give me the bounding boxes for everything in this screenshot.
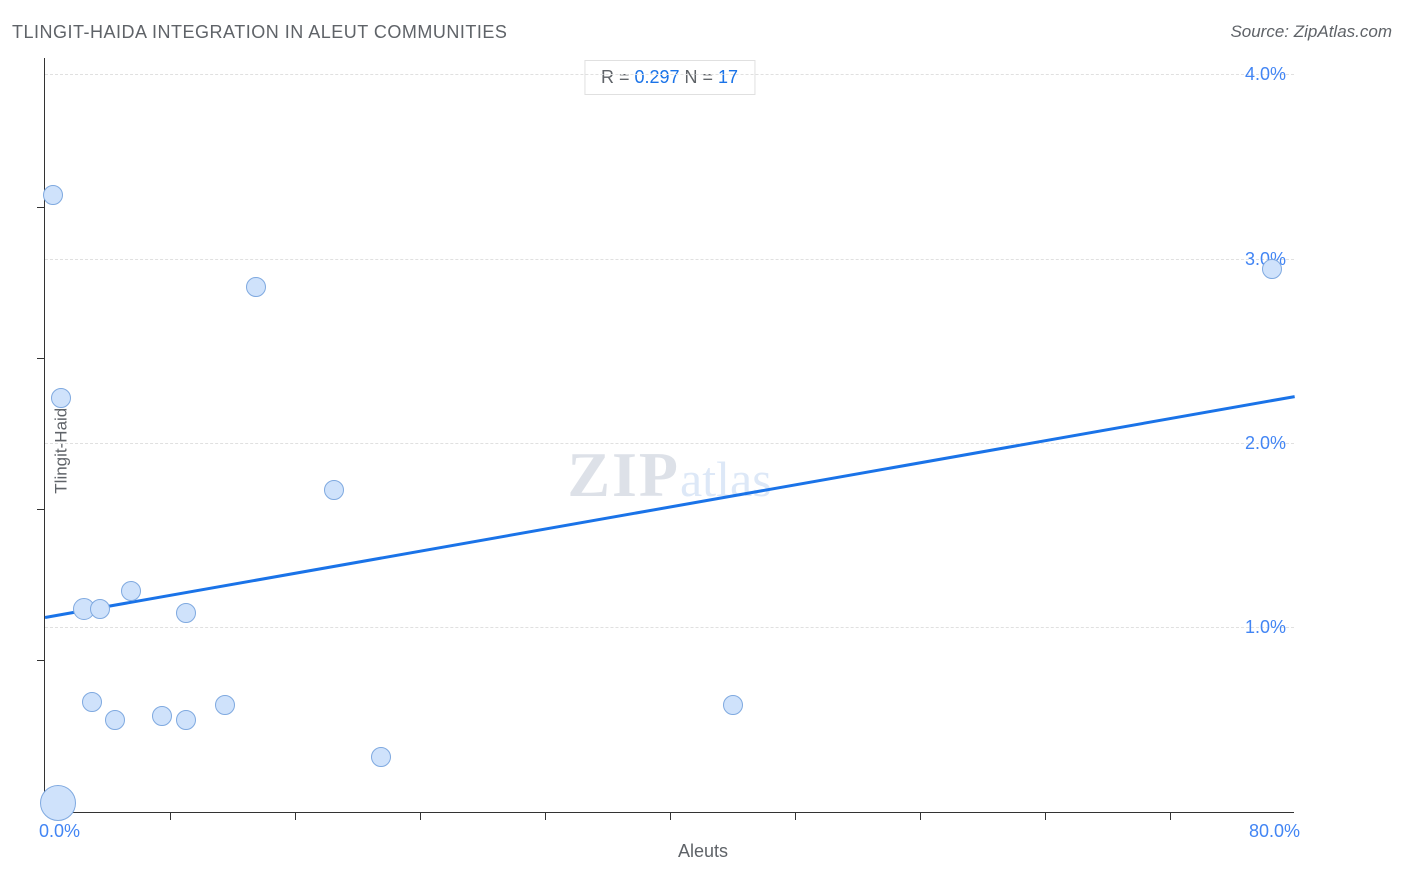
data-point bbox=[723, 695, 743, 715]
data-point bbox=[246, 277, 266, 297]
x-tick bbox=[670, 812, 671, 820]
chart-title: TLINGIT-HAIDA INTEGRATION IN ALEUT COMMU… bbox=[12, 22, 507, 43]
x-tick bbox=[295, 812, 296, 820]
x-tick bbox=[795, 812, 796, 820]
source-attribution: Source: ZipAtlas.com bbox=[1230, 22, 1392, 42]
y-tick bbox=[37, 660, 45, 661]
n-label: N = bbox=[680, 67, 719, 87]
chart-container: TLINGIT-HAIDA INTEGRATION IN ALEUT COMMU… bbox=[0, 0, 1406, 892]
x-axis-label: Aleuts bbox=[678, 841, 728, 862]
data-point bbox=[51, 388, 71, 408]
y-tick-label: 1.0% bbox=[1245, 617, 1286, 638]
data-point bbox=[371, 747, 391, 767]
data-point bbox=[176, 603, 196, 623]
gridline bbox=[45, 627, 1294, 628]
watermark-atlas: atlas bbox=[680, 451, 772, 507]
x-tick bbox=[420, 812, 421, 820]
data-point bbox=[176, 710, 196, 730]
data-point bbox=[105, 710, 125, 730]
x-min-label: 0.0% bbox=[39, 821, 80, 842]
gridline bbox=[45, 259, 1294, 260]
gridline bbox=[45, 74, 1294, 75]
plot-area: R = 0.297 N = 17 ZIPatlas 1.0%2.0%3.0%4.… bbox=[44, 58, 1294, 813]
data-point bbox=[1262, 259, 1282, 279]
regression-line bbox=[45, 395, 1295, 618]
stats-legend: R = 0.297 N = 17 bbox=[584, 60, 755, 95]
y-tick-label: 2.0% bbox=[1245, 433, 1286, 454]
x-tick bbox=[1170, 812, 1171, 820]
x-tick bbox=[545, 812, 546, 820]
y-tick bbox=[37, 509, 45, 510]
x-tick bbox=[170, 812, 171, 820]
data-point bbox=[121, 581, 141, 601]
data-point bbox=[324, 480, 344, 500]
data-point bbox=[215, 695, 235, 715]
x-tick bbox=[1045, 812, 1046, 820]
watermark-zip: ZIP bbox=[567, 439, 680, 510]
n-value: 17 bbox=[718, 67, 738, 87]
data-point bbox=[90, 599, 110, 619]
gridline bbox=[45, 443, 1294, 444]
data-point bbox=[40, 785, 76, 821]
x-tick bbox=[920, 812, 921, 820]
x-max-label: 80.0% bbox=[1249, 821, 1300, 842]
r-value: 0.297 bbox=[634, 67, 679, 87]
y-tick bbox=[37, 207, 45, 208]
y-tick bbox=[37, 358, 45, 359]
data-point bbox=[43, 185, 63, 205]
data-point bbox=[82, 692, 102, 712]
r-label: R = bbox=[601, 67, 635, 87]
watermark: ZIPatlas bbox=[567, 438, 771, 512]
y-tick-label: 4.0% bbox=[1245, 64, 1286, 85]
data-point bbox=[152, 706, 172, 726]
